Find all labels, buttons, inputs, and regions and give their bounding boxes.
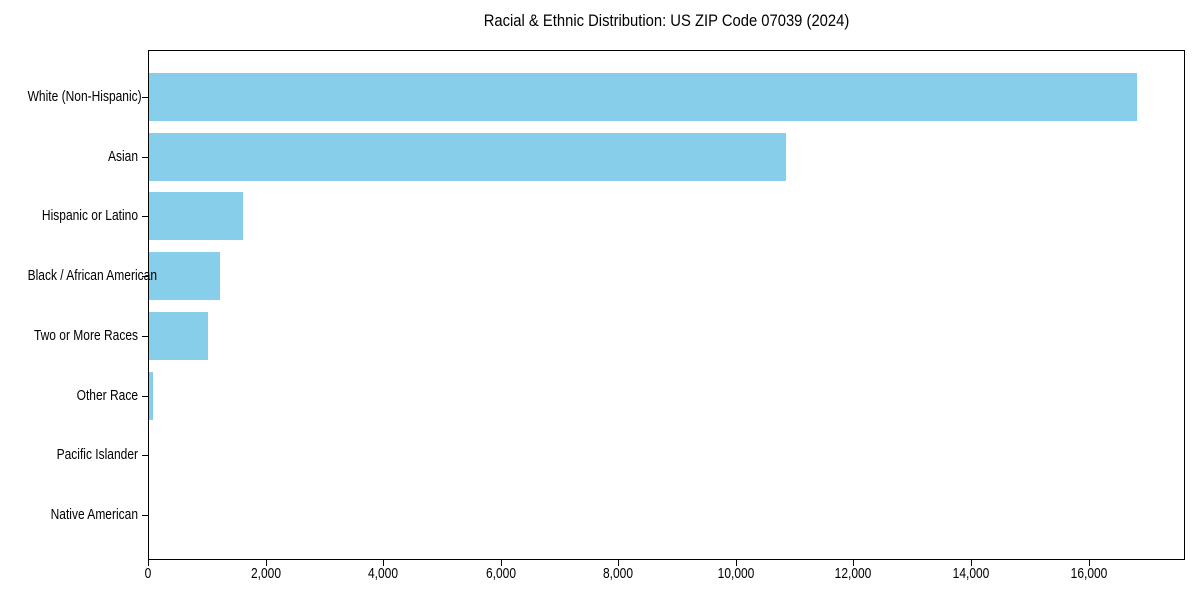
x-tick-label-14-000: 14,000: [952, 565, 990, 582]
plot-area: [148, 50, 1185, 560]
x-tick-mark: [735, 560, 737, 566]
bar-two-or-more-races: [149, 311, 208, 360]
chart-title: Racial & Ethnic Distribution: US ZIP Cod…: [483, 11, 850, 30]
y-tick-label-two-or-more-races: Two or More Races: [33, 327, 139, 344]
x-tick-label-4-000: 4,000: [368, 565, 399, 582]
x-tick-mark: [1088, 560, 1090, 566]
bar-black-african-american: [149, 252, 221, 301]
y-tick-label-native-american: Native American: [50, 506, 138, 523]
y-tick-mark: [142, 216, 148, 217]
x-tick-mark: [148, 560, 149, 566]
bar-white-non-hispanic: [149, 73, 1137, 121]
bar-asian: [149, 132, 787, 181]
y-tick-mark: [142, 97, 148, 98]
y-tick-label-black-african-american: Black / African American: [27, 267, 157, 284]
x-tick-mark: [500, 560, 502, 566]
x-tick-label-16-000: 16,000: [1070, 565, 1107, 582]
y-tick-mark: [142, 276, 148, 277]
x-tick-label-6-000: 6,000: [485, 565, 516, 582]
y-tick-mark: [142, 157, 148, 158]
x-tick-label-10-000: 10,000: [717, 565, 755, 582]
x-tick-label-8-000: 8,000: [603, 565, 634, 582]
x-tick-mark: [383, 560, 385, 566]
x-tick-label-0: 0: [144, 565, 152, 582]
y-tick-mark: [142, 455, 148, 456]
bar-other-race: [149, 371, 154, 420]
y-tick-label-hispanic-or-latino: Hispanic or Latino: [41, 207, 138, 224]
y-tick-mark: [142, 336, 148, 337]
x-tick-label-2-000: 2,000: [250, 565, 281, 582]
y-tick-label-white-non-hispanic: White (Non-Hispanic): [27, 88, 142, 105]
x-tick-mark: [853, 560, 855, 566]
bar-hispanic-or-latino: [149, 192, 244, 241]
y-tick-label-asian: Asian: [107, 148, 138, 165]
y-tick-mark: [142, 396, 148, 397]
x-tick-mark: [971, 560, 972, 566]
y-tick-label-pacific-islander: Pacific Islander: [56, 446, 138, 463]
y-tick-label-other-race: Other Race: [76, 387, 138, 404]
x-tick-mark: [265, 560, 267, 566]
x-tick-mark: [618, 560, 620, 566]
x-tick-label-12-000: 12,000: [835, 565, 872, 582]
y-tick-mark: [142, 515, 148, 516]
